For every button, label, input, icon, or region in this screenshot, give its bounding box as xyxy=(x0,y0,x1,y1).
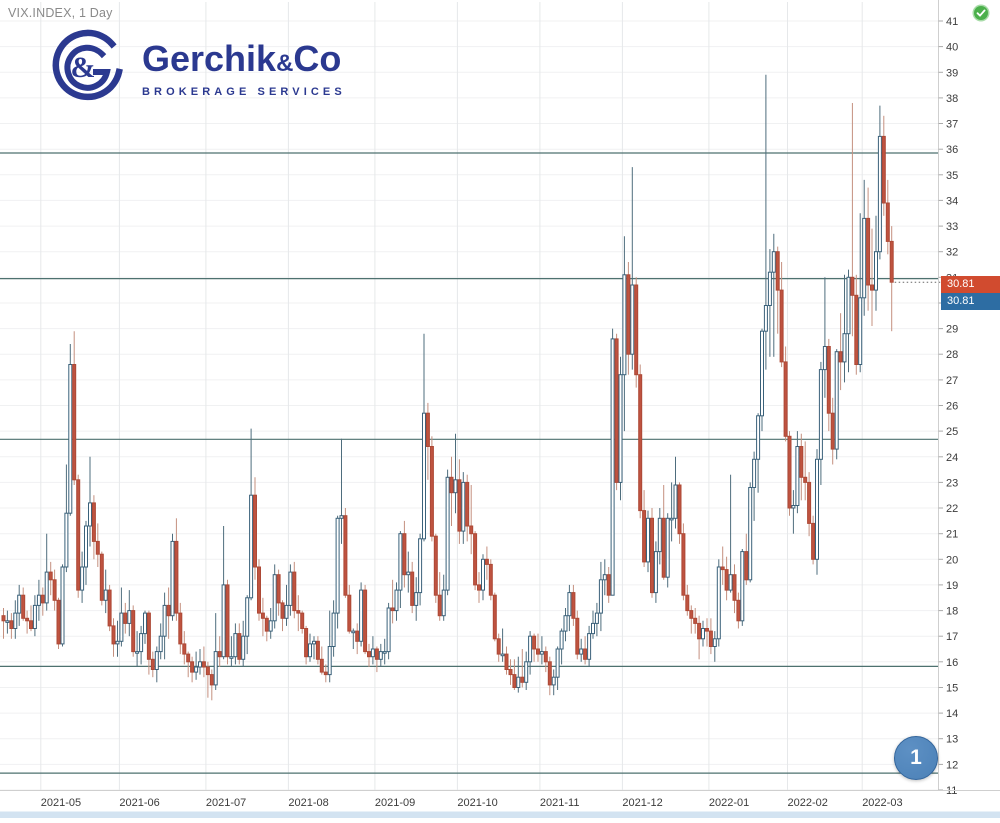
svg-text:26: 26 xyxy=(946,401,958,413)
svg-text:19: 19 xyxy=(946,580,958,592)
svg-text:17: 17 xyxy=(946,631,958,643)
svg-text:41: 41 xyxy=(946,16,958,28)
svg-text:14: 14 xyxy=(946,708,958,720)
price-label-last: 30.81 xyxy=(941,293,1000,310)
symbol-title: VIX.INDEX, 1 Day xyxy=(8,6,113,20)
svg-text:36: 36 xyxy=(946,144,958,156)
svg-text:2021-08: 2021-08 xyxy=(288,797,328,809)
svg-text:34: 34 xyxy=(946,195,958,207)
candlestick-series xyxy=(1,74,894,701)
svg-text:23: 23 xyxy=(946,477,958,489)
svg-text:18: 18 xyxy=(946,606,958,618)
svg-text:2022-02: 2022-02 xyxy=(788,797,828,809)
month-gridlines xyxy=(40,2,863,790)
svg-text:2021-06: 2021-06 xyxy=(119,797,159,809)
price-label-alert: 30.81 xyxy=(941,276,1000,293)
svg-text:39: 39 xyxy=(946,67,958,79)
svg-text:37: 37 xyxy=(946,119,958,131)
svg-text:21: 21 xyxy=(946,529,958,541)
svg-text:13: 13 xyxy=(946,734,958,746)
svg-text:29: 29 xyxy=(946,324,958,336)
svg-text:24: 24 xyxy=(946,452,958,464)
horizontal-scrollbar xyxy=(0,811,1000,818)
svg-text:27: 27 xyxy=(946,375,958,387)
svg-text:33: 33 xyxy=(946,221,958,233)
svg-text:2021-12: 2021-12 xyxy=(622,797,662,809)
price-gridlines xyxy=(0,20,938,791)
svg-text:2022-01: 2022-01 xyxy=(709,797,749,809)
svg-text:35: 35 xyxy=(946,170,958,182)
broker-logo: & Gerchik&Co BROKERAGE SERVICES xyxy=(50,27,346,110)
svg-text:12: 12 xyxy=(946,759,958,771)
annotation-marker-1[interactable]: 1 xyxy=(894,736,938,780)
broker-subtitle: BROKERAGE SERVICES xyxy=(142,85,346,98)
broker-logo-text: Gerchik&Co BROKERAGE SERVICES xyxy=(142,37,346,98)
svg-text:2021-07: 2021-07 xyxy=(206,797,246,809)
svg-text:2021-05: 2021-05 xyxy=(41,797,81,809)
svg-text:2021-09: 2021-09 xyxy=(375,797,415,809)
svg-text:2021-10: 2021-10 xyxy=(457,797,497,809)
y-axis[interactable]: 1112131415161718192021222324252627282930… xyxy=(938,0,959,797)
connection-ok-icon[interactable] xyxy=(972,4,990,22)
svg-text:25: 25 xyxy=(946,426,958,438)
svg-text:16: 16 xyxy=(946,657,958,669)
broker-logo-icon: & xyxy=(50,27,128,110)
svg-text:28: 28 xyxy=(946,349,958,361)
svg-text:22: 22 xyxy=(946,503,958,515)
svg-text:2022-03: 2022-03 xyxy=(862,797,902,809)
svg-text:38: 38 xyxy=(946,93,958,105)
broker-name: Gerchik&Co xyxy=(142,37,342,79)
svg-text:2021-11: 2021-11 xyxy=(540,797,580,809)
x-axis[interactable]: 2021-05 2021-06 2021-07 2021-08 2021-09 2021-… xyxy=(0,790,1000,819)
svg-text:15: 15 xyxy=(946,683,958,695)
svg-text:&: & xyxy=(71,51,96,84)
svg-text:32: 32 xyxy=(946,247,958,259)
svg-text:20: 20 xyxy=(946,554,958,566)
svg-text:40: 40 xyxy=(946,42,958,54)
